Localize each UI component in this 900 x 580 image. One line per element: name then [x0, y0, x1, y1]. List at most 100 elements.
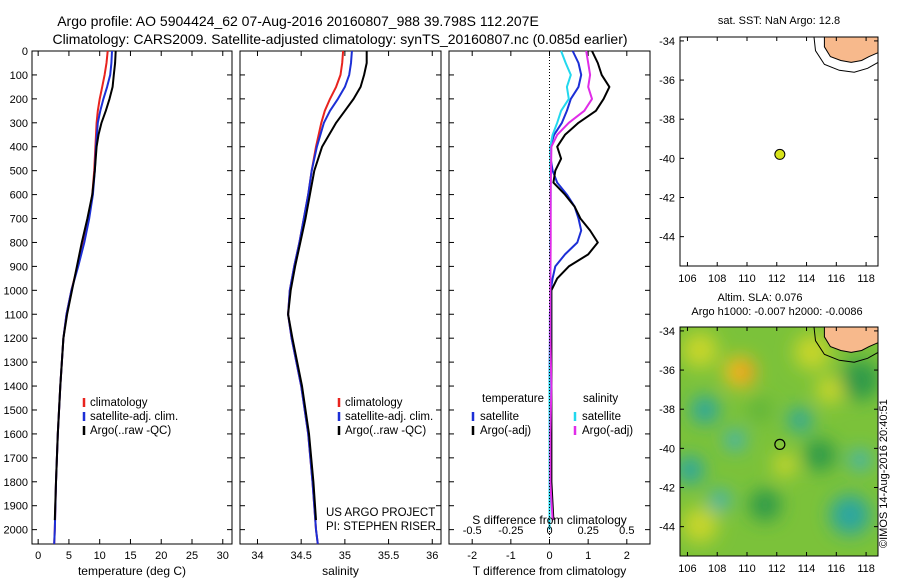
sla-heatmap-cell: [830, 495, 870, 535]
panel-difference: -2 -1 0 1 2 T difference from climatology -0.5…: [448, 50, 651, 578]
temperature-xtick-label: 20: [155, 550, 167, 562]
depth-tick-label: 1300: [4, 357, 28, 369]
difference-xlabel-top: S difference from climatology: [472, 513, 627, 527]
sst-map-xtick-label: 108: [708, 273, 726, 285]
sla-heatmap-cell: [816, 376, 844, 404]
sla-map-ytick-label: -42: [659, 482, 675, 494]
sla-map-xtick-label: 118: [857, 563, 875, 575]
sla-map-ytick-label: -44: [659, 522, 675, 534]
temperature-xtick-label: 15: [124, 550, 136, 562]
salinity-xtick-label: 34: [251, 550, 263, 562]
sla-heatmap-cell: [735, 363, 753, 381]
difference-legend-sal-label-argo_s: Argo(-adj): [582, 425, 633, 437]
sla-heatmap-cell: [850, 450, 870, 470]
depth-tick-label: 1400: [4, 381, 28, 393]
difference-xlabel: T difference from climatology: [473, 564, 627, 578]
difference-legend-temp-title: temperature: [482, 393, 544, 405]
difference-legend-temp-label-argo: Argo(-adj): [480, 425, 531, 437]
sst-map-ytick-label: -38: [659, 114, 675, 126]
difference-legend-temp-label-satellite: satellite: [480, 411, 519, 423]
difference-xtick-label: 1: [585, 550, 591, 562]
difference-legend-sal-title: salinity: [583, 393, 618, 405]
sla-map-ytick-label: -36: [659, 365, 675, 377]
temperature-xtick-label: 5: [66, 550, 72, 562]
salinity-diff-tick-label: 0: [546, 525, 552, 537]
salinity-xtick-label: 35.5: [378, 550, 399, 562]
sla-heatmap-cell: [773, 453, 797, 477]
depth-tick-label: 1200: [4, 333, 28, 345]
difference-xtick-label: 2: [624, 550, 630, 562]
difference-xtick-label: 0: [546, 550, 552, 562]
sst-map-ytick-label: -42: [659, 192, 675, 204]
depth-tick-label: 1500: [4, 405, 28, 417]
temperature-frame: [31, 50, 233, 545]
salinity-legend-label-satellite: satellite-adj. clim.: [345, 411, 433, 423]
sla-heatmap-field: [680, 327, 878, 556]
panel-salinity: 34 34.5 35 35.5 36 salinity climatology satelli…: [239, 50, 442, 578]
sst-map-xtick-label: 114: [798, 273, 816, 285]
sla-map-ytick-label: -34: [659, 326, 675, 338]
panel-sla-map: 106 108 110 112 114 116 118 -34 -36 -38 -40 -42 -44 A…: [659, 292, 879, 575]
project-annotation-line1: US ARGO PROJECT: [326, 507, 435, 519]
panel-sst-map: 106 108 110 112 114 116 118 -34 -36 -38 -40 -42 -44 s…: [659, 15, 879, 285]
depth-tick-label: 1100: [4, 309, 28, 321]
depth-tick-label: 400: [10, 142, 28, 154]
temperature-xlabel: temperature (deg C): [78, 564, 186, 578]
sla-map-ytick-label: -38: [659, 404, 675, 416]
sst-map-title: sat. SST: NaN Argo: 12.8: [718, 15, 840, 27]
salinity-line-argo: [287, 51, 368, 521]
depth-tick-label: 500: [10, 166, 28, 178]
sla-map-xtick-label: 108: [708, 563, 726, 575]
salinity-xlabel: salinity: [322, 564, 359, 578]
figure-title-line2: Climatology: CARS2009. Satellite-adjuste…: [52, 31, 627, 47]
sla-map-xtick-label: 106: [678, 563, 696, 575]
salinity-xtick-label: 35: [339, 550, 351, 562]
depth-tick-label: 600: [10, 190, 28, 202]
temperature-xtick-label: 30: [217, 550, 229, 562]
sla-heatmap-cell: [682, 332, 718, 368]
depth-tick-label: 800: [10, 237, 28, 249]
sla-heatmap-cell: [840, 360, 878, 400]
sla-map-isobath: [813, 326, 879, 363]
sla-heatmap-blobs: [680, 332, 878, 543]
salinity-diff-tick-label: -0.25: [498, 525, 523, 537]
depth-tick-label: 2000: [4, 525, 28, 537]
sla-heatmap-cell: [788, 408, 812, 432]
sst-map-xtick-label: 110: [738, 273, 756, 285]
sla-heatmap-cell: [682, 507, 718, 543]
sst-map-xtick-label: 116: [828, 273, 846, 285]
depth-tick-label: 1000: [4, 285, 28, 297]
temperature-xtick-label: 25: [186, 550, 198, 562]
difference-line-argo: [550, 50, 611, 521]
sla-map-xtick-label: 112: [768, 563, 786, 575]
project-annotation-line2: PI: STEPHEN RISER: [326, 521, 436, 533]
sst-map-argo-point: [774, 148, 786, 160]
temperature-legend-label-climatology: climatology: [90, 397, 148, 409]
depth-tick-label: 900: [10, 261, 28, 273]
salinity-diff-tick-label: -0.5: [463, 525, 482, 537]
depth-tick-label: 200: [10, 94, 28, 106]
difference-line-argo_s: [549, 50, 593, 521]
sla-heatmap-cell: [725, 430, 745, 450]
depth-tick-label: 1700: [4, 453, 28, 465]
temperature-legend-label-satellite: satellite-adj. clim.: [90, 411, 178, 423]
sla-map-frame: [679, 326, 879, 557]
sla-heatmap-cell: [749, 489, 781, 521]
salinity-diff-tick-label: 0.25: [577, 525, 598, 537]
depth-tick-label: 300: [10, 118, 28, 130]
copyright-stamp: ©IMOS 14-Aug-2016 20:40:51: [878, 399, 890, 548]
depth-tick-label: 700: [10, 214, 28, 226]
depth-tick-label: 1800: [4, 477, 28, 489]
sst-map-xtick-label: 106: [678, 273, 696, 285]
sla-heatmap-cell: [691, 396, 719, 424]
sst-map-ytick-label: -36: [659, 75, 675, 87]
sla-heatmap-cell: [748, 398, 772, 422]
temperature-line-argo: [53, 50, 117, 521]
sst-map-ytick-label: -40: [659, 153, 675, 165]
sla-map-title: Altim. SLA: 0.076: [718, 292, 803, 304]
sst-map-ytick-label: -44: [659, 232, 675, 244]
difference-legend-sal-label-sat_s: satellite: [582, 411, 621, 423]
salinity-xtick-label: 36: [426, 550, 438, 562]
salinity-diff-tick-label: 0.5: [619, 525, 634, 537]
depth-tick-label: 1600: [4, 429, 28, 441]
